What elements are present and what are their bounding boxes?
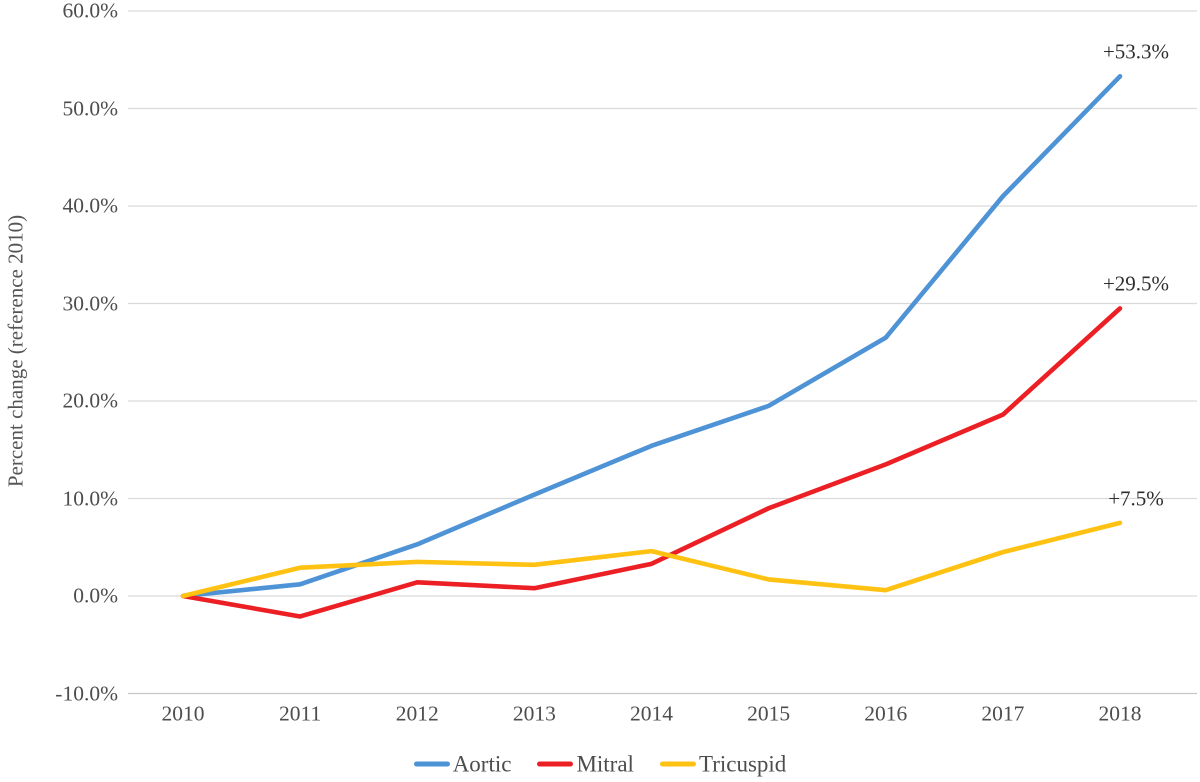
annotation-mitral: +29.5% — [1102, 271, 1170, 296]
x-tick-label: 2016 — [864, 701, 908, 726]
aortic-line-swatch — [413, 761, 450, 767]
x-tick-label: 2012 — [395, 701, 439, 726]
x-tick-label: 2013 — [512, 701, 556, 726]
y-tick-label: 60.0% — [62, 0, 118, 23]
x-tick-label: 2011 — [279, 701, 322, 726]
series-line-tricuspid — [180, 520, 1123, 599]
y-tick-label: 50.0% — [62, 95, 118, 120]
legend-item-tricuspid: Tricuspid — [659, 751, 787, 777]
series-line-aortic — [180, 74, 1123, 599]
x-tick-label: 2010 — [161, 701, 205, 726]
x-tick-label: 2017 — [981, 701, 1025, 726]
x-tick-label: 2015 — [747, 701, 791, 726]
annotation-tricuspid: +7.5% — [1108, 486, 1164, 511]
legend-label-aortic: Aortic — [452, 751, 512, 777]
tricuspid-line-swatch — [659, 761, 696, 767]
legend-label-mitral: Mitral — [576, 751, 634, 777]
mitral-line-swatch — [537, 761, 574, 767]
legend-item-mitral: Mitral — [537, 753, 634, 776]
x-tick-label: 2018 — [1098, 701, 1142, 726]
y-tick-label: 0.0% — [73, 583, 118, 608]
y-tick-label: -10.0% — [55, 680, 118, 705]
legend-label-tricuspid: Tricuspid — [698, 751, 787, 777]
y-axis-title: Percent change (reference 2010) — [3, 214, 28, 488]
series-line-mitral — [180, 306, 1123, 619]
x-tick-label: 2014 — [630, 701, 673, 726]
y-tick-label: 20.0% — [62, 388, 118, 413]
chart-legend: Aortic Mitral Tricuspid — [0, 753, 1200, 776]
annotation-aortic: +53.3% — [1102, 39, 1170, 64]
y-tick-label: 40.0% — [62, 193, 118, 218]
y-tick-label: 10.0% — [62, 485, 118, 510]
legend-item-aortic: Aortic — [413, 751, 512, 777]
y-tick-label: 30.0% — [62, 290, 118, 315]
